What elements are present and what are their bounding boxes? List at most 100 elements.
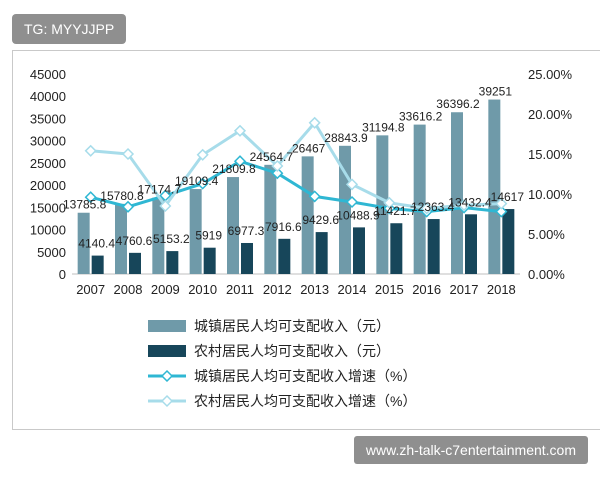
y-right-tick-label: 0.00% [528,267,565,282]
data-label-rural-income: 5919 [195,229,222,243]
bar-rural-income [166,251,179,274]
data-label-urban-income: 36396.2 [436,97,480,111]
bar-rural-income [502,209,515,274]
point-urban-growth [271,167,284,180]
bar-urban-income [115,203,127,274]
point-urban-growth [495,205,508,218]
bar-urban-income [376,135,389,274]
y-left-tick-label: 25000 [30,156,66,171]
point-rural-growth [84,144,97,157]
x-tick-label: 2017 [450,282,479,297]
data-label-urban-income: 19109.4 [175,174,219,188]
point-rural-growth [271,159,284,173]
y-left-tick-label: 45000 [30,67,66,82]
y-left-tick-label: 0 [59,267,66,282]
line-rural-growth [90,120,502,210]
point-rural-growth [345,178,359,191]
y-right-tick-label: 10.00% [528,187,573,202]
data-label-rural-income: 14617 [491,190,525,204]
x-tick-label: 2009 [151,282,180,297]
data-label-rural-income: 4140.4 [78,237,115,251]
y-right-tick-label: 5.00% [528,227,565,242]
point-urban-growth [308,190,321,203]
bar-rural-income [353,227,365,274]
y-right-tick-label: 15.00% [528,147,573,162]
y-left-tick-label: 30000 [30,134,66,149]
bar-rural-income [241,242,253,274]
point-urban-growth [345,195,359,209]
point-urban-growth [84,191,97,204]
data-label-rural-income: 9429.6 [302,213,339,227]
x-tick-label: 2010 [188,282,217,297]
data-label-urban-income: 21809.8 [212,162,256,176]
data-label-urban-income: 13785.8 [63,198,107,212]
data-label-urban-income: 33616.2 [399,110,443,124]
legend-urban-growth-marker [160,369,174,383]
bar-rural-income [390,223,403,274]
data-label-urban-income: 17174.7 [138,183,182,197]
bar-rural-income [91,255,104,274]
data-label-rural-income: 11421.7 [374,204,417,218]
data-label-rural-income: 5153.2 [153,232,190,246]
point-rural-growth [196,148,209,161]
bar-urban-income [451,112,463,275]
data-label-urban-income: 26467 [292,141,326,155]
watermark-url-badge: www.zh-talk-c7entertainment.com [353,436,588,464]
legend-rural-growth-marker [160,394,174,408]
bar-urban-income [227,177,239,274]
x-tick-label: 2016 [412,282,441,297]
point-rural-growth [159,199,172,213]
legend-urban-income-label: 城镇居民人均可支配收入（元） [194,318,390,334]
point-urban-growth [233,155,247,168]
y-left-tick-label: 20000 [30,178,66,193]
y-right-tick-label: 20.00% [528,107,573,122]
point-rural-growth [308,116,321,129]
bar-urban-income [77,212,90,274]
legend-urban-income-swatch [148,320,186,332]
x-tick-label: 2008 [114,282,143,297]
data-label-rural-income: 12363.4 [411,200,455,214]
point-urban-growth [196,177,209,190]
data-label-urban-income: 15780.8 [100,189,144,203]
point-rural-growth [495,197,508,210]
legend-urban-growth-label: 城镇居民人均可支配收入增速（%） [194,368,416,384]
y-right-tick-label: 25.00% [528,67,573,82]
y-left-tick-label: 5000 [37,245,66,260]
y-left-tick-label: 10000 [30,223,66,238]
bar-urban-income [152,197,165,274]
data-label-urban-income: 31194.8 [362,120,405,134]
y-left-tick-label: 15000 [30,200,66,215]
point-rural-growth [233,124,247,137]
bar-rural-income [315,232,328,274]
data-label-rural-income: 6977.3 [228,224,265,238]
legend-rural-income-label: 农村居民人均可支配收入（元） [194,343,390,359]
x-tick-label: 2018 [487,282,516,297]
legend-rural-income-swatch [148,345,186,357]
data-label-rural-income: 7916.6 [265,220,302,234]
data-label-urban-income: 28843.9 [324,131,368,145]
data-label-urban-income: 24564.7 [250,150,294,164]
bar-rural-income [465,214,477,274]
x-tick-label: 2013 [300,282,329,297]
data-label-urban-income: 39251 [479,85,513,99]
x-tick-label: 2012 [263,282,292,297]
y-left-tick-label: 35000 [30,111,66,126]
x-tick-label: 2011 [226,282,254,297]
x-tick-label: 2014 [338,282,367,297]
point-rural-growth [121,147,135,161]
bar-rural-income [203,247,216,274]
bar-rural-income [129,252,141,274]
x-tick-label: 2007 [76,282,105,297]
data-label-rural-income: 4760.6 [116,234,153,248]
data-label-rural-income: 13432.4 [448,195,492,209]
legend-rural-growth-label: 农村居民人均可支配收入增速（%） [194,393,416,409]
data-label-rural-income: 10488.9 [336,208,380,222]
bar-rural-income [278,238,291,274]
bar-urban-income [189,189,202,274]
bar-rural-income [427,219,440,274]
bar-urban-income [301,156,314,274]
bar-urban-income [264,164,277,274]
bar-urban-income [413,124,426,274]
point-rural-growth [457,199,471,212]
y-left-tick-label: 40000 [30,89,66,104]
